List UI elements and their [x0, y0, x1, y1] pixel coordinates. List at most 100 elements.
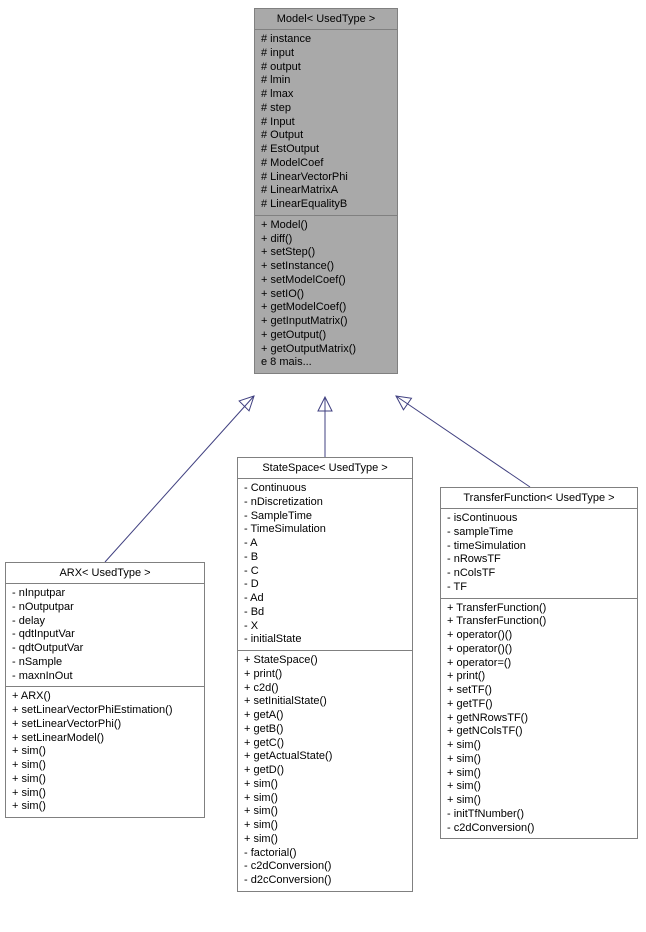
- member-line: + getNRowsTF(): [447, 712, 631, 726]
- member-line: - nDiscretization: [244, 496, 406, 510]
- member-line: # lmax: [261, 88, 391, 102]
- member-line: # Input: [261, 116, 391, 130]
- member-line: # instance: [261, 33, 391, 47]
- member-line: - B: [244, 551, 406, 565]
- class-attributes: - Continuous- nDiscretization- SampleTim…: [238, 479, 412, 651]
- member-line: + diff(): [261, 233, 391, 247]
- member-line: - d2cConversion(): [244, 874, 406, 888]
- member-line: - Bd: [244, 606, 406, 620]
- class-transferfunction: TransferFunction< UsedType > - isContinu…: [440, 487, 638, 839]
- member-line: + sim(): [12, 787, 198, 801]
- member-line: + operator()(): [447, 643, 631, 657]
- member-line: # input: [261, 47, 391, 61]
- member-line: - nOutputpar: [12, 601, 198, 615]
- member-line: + print(): [244, 668, 406, 682]
- member-line: + getC(): [244, 737, 406, 751]
- class-arx: ARX< UsedType > - nInputpar- nOutputpar-…: [5, 562, 205, 818]
- member-line: + setInstance(): [261, 260, 391, 274]
- member-line: - delay: [12, 615, 198, 629]
- member-line: # Output: [261, 129, 391, 143]
- class-title: StateSpace< UsedType >: [238, 458, 412, 479]
- member-line: # EstOutput: [261, 143, 391, 157]
- member-line: + getB(): [244, 723, 406, 737]
- member-line: + c2d(): [244, 682, 406, 696]
- member-line: + TransferFunction(): [447, 602, 631, 616]
- member-line: + getA(): [244, 709, 406, 723]
- member-line: + operator()(): [447, 629, 631, 643]
- member-line: + setStep(): [261, 246, 391, 260]
- member-line: + getActualState(): [244, 750, 406, 764]
- member-line: + sim(): [244, 833, 406, 847]
- member-line: - nColsTF: [447, 567, 631, 581]
- class-statespace: StateSpace< UsedType > - Continuous- nDi…: [237, 457, 413, 892]
- member-line: # lmin: [261, 74, 391, 88]
- member-line: - isContinuous: [447, 512, 631, 526]
- member-line: + sim(): [244, 778, 406, 792]
- member-line: - nRowsTF: [447, 553, 631, 567]
- member-line: + setLinearVectorPhi(): [12, 718, 198, 732]
- member-line: + TransferFunction(): [447, 615, 631, 629]
- class-methods: + ARX()+ setLinearVectorPhiEstimation()+…: [6, 687, 204, 817]
- inheritance-arrowhead: [239, 391, 259, 411]
- class-methods: + Model()+ diff()+ setStep()+ setInstanc…: [255, 216, 397, 373]
- member-line: + sim(): [244, 819, 406, 833]
- member-line: + sim(): [447, 794, 631, 808]
- member-line: + print(): [447, 670, 631, 684]
- member-line: + sim(): [244, 805, 406, 819]
- member-line: # output: [261, 61, 391, 75]
- member-line: - sampleTime: [447, 526, 631, 540]
- class-title: TransferFunction< UsedType >: [441, 488, 637, 509]
- member-line: + getOutput(): [261, 329, 391, 343]
- member-line: e 8 mais...: [261, 356, 391, 370]
- member-line: # LinearVectorPhi: [261, 171, 391, 185]
- member-line: + setLinearModel(): [12, 732, 198, 746]
- member-line: # ModelCoef: [261, 157, 391, 171]
- member-line: - D: [244, 578, 406, 592]
- member-line: - A: [244, 537, 406, 551]
- member-line: # LinearMatrixA: [261, 184, 391, 198]
- member-line: - nInputpar: [12, 587, 198, 601]
- class-attributes: - isContinuous- sampleTime- timeSimulati…: [441, 509, 637, 599]
- member-line: # LinearEqualityB: [261, 198, 391, 212]
- class-title: ARX< UsedType >: [6, 563, 204, 584]
- member-line: + Model(): [261, 219, 391, 233]
- inheritance-edge: [396, 396, 530, 487]
- member-line: + sim(): [12, 759, 198, 773]
- member-line: + getD(): [244, 764, 406, 778]
- member-line: + setTF(): [447, 684, 631, 698]
- class-attributes: # instance# input# output# lmin# lmax# s…: [255, 30, 397, 216]
- class-methods: + StateSpace()+ print()+ c2d()+ setIniti…: [238, 651, 412, 891]
- member-line: + sim(): [447, 767, 631, 781]
- member-line: + sim(): [447, 780, 631, 794]
- inheritance-arrowhead: [392, 390, 411, 409]
- member-line: + operator=(): [447, 657, 631, 671]
- member-line: - qdtInputVar: [12, 628, 198, 642]
- member-line: + sim(): [12, 800, 198, 814]
- class-title: Model< UsedType >: [255, 9, 397, 30]
- member-line: # step: [261, 102, 391, 116]
- member-line: + getModelCoef(): [261, 301, 391, 315]
- member-line: - c2dConversion(): [244, 860, 406, 874]
- member-line: + setLinearVectorPhiEstimation(): [12, 704, 198, 718]
- member-line: - maxnInOut: [12, 670, 198, 684]
- member-line: + StateSpace(): [244, 654, 406, 668]
- member-line: - initTfNumber(): [447, 808, 631, 822]
- member-line: - Continuous: [244, 482, 406, 496]
- member-line: - c2dConversion(): [447, 822, 631, 836]
- member-line: - factorial(): [244, 847, 406, 861]
- member-line: - TimeSimulation: [244, 523, 406, 537]
- member-line: - TF: [447, 581, 631, 595]
- member-line: + ARX(): [12, 690, 198, 704]
- member-line: + getInputMatrix(): [261, 315, 391, 329]
- member-line: + sim(): [447, 753, 631, 767]
- class-methods: + TransferFunction()+ TransferFunction()…: [441, 599, 637, 839]
- member-line: - timeSimulation: [447, 540, 631, 554]
- class-model: Model< UsedType > # instance# input# out…: [254, 8, 398, 374]
- member-line: - C: [244, 565, 406, 579]
- member-line: + getTF(): [447, 698, 631, 712]
- member-line: - SampleTime: [244, 510, 406, 524]
- inheritance-edge: [105, 396, 254, 562]
- member-line: - nSample: [12, 656, 198, 670]
- inheritance-arrowhead: [318, 397, 332, 411]
- member-line: - Ad: [244, 592, 406, 606]
